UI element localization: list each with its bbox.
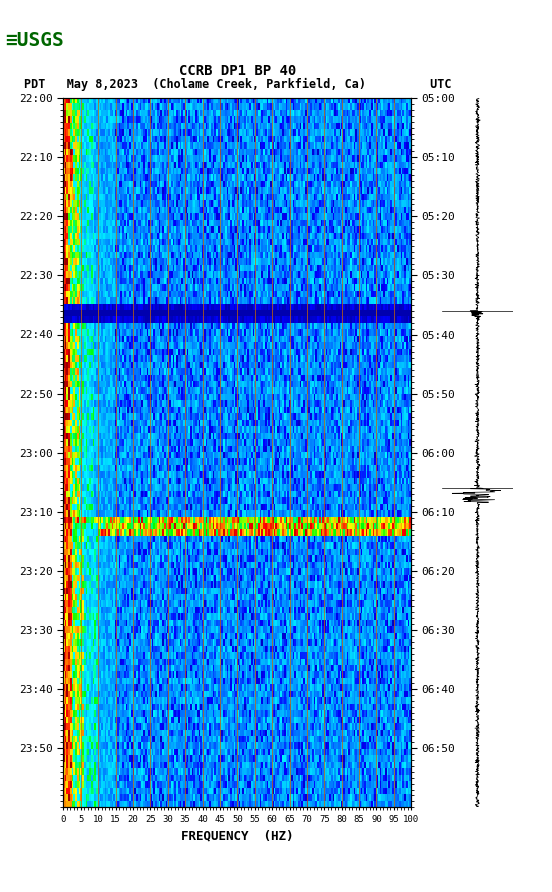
Text: ≡USGS: ≡USGS (6, 31, 64, 50)
Text: CCRB DP1 BP 40: CCRB DP1 BP 40 (179, 64, 296, 78)
Text: PDT   May 8,2023  (Cholame Creek, Parkfield, Ca)         UTC: PDT May 8,2023 (Cholame Creek, Parkfield… (24, 78, 451, 91)
X-axis label: FREQUENCY  (HZ): FREQUENCY (HZ) (181, 830, 294, 842)
